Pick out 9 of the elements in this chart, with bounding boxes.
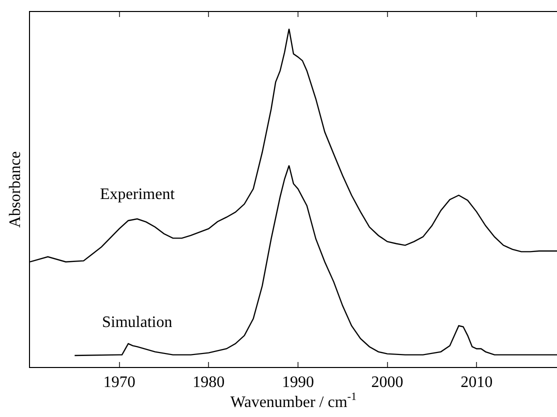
series-label: Experiment	[100, 186, 176, 203]
x-axis-title: Wavenumber / cm$^{-1}$	[230, 391, 357, 411]
x-tick-label: 1970	[103, 374, 136, 392]
x-tick-label: 1980	[192, 374, 225, 392]
x-tick-label: 2010	[460, 374, 493, 392]
y-axis-title: Absorbance	[6, 151, 24, 228]
x-tick-label: 2000	[371, 374, 404, 392]
x-tick-label: 1990	[282, 374, 314, 392]
series-label: Simulation	[102, 314, 172, 331]
